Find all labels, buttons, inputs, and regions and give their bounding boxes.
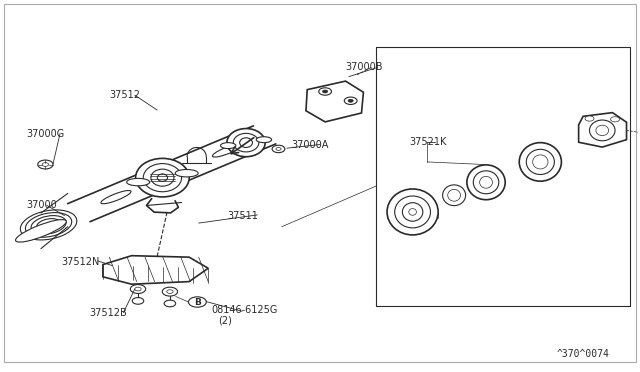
Text: B: B [194, 298, 201, 307]
Circle shape [163, 287, 177, 296]
Ellipse shape [395, 196, 431, 228]
Ellipse shape [443, 185, 466, 206]
Circle shape [188, 297, 206, 307]
Circle shape [135, 287, 141, 291]
Ellipse shape [143, 164, 182, 192]
Polygon shape [306, 81, 364, 122]
Ellipse shape [221, 142, 236, 148]
Ellipse shape [26, 213, 72, 237]
Ellipse shape [20, 210, 77, 240]
Polygon shape [103, 256, 208, 284]
Ellipse shape [596, 125, 609, 136]
Circle shape [348, 99, 353, 102]
Text: 37512N: 37512N [61, 257, 100, 267]
Ellipse shape [15, 219, 67, 242]
Circle shape [132, 298, 144, 304]
Ellipse shape [409, 209, 417, 215]
Ellipse shape [387, 189, 438, 235]
Ellipse shape [256, 137, 271, 142]
Polygon shape [579, 113, 627, 147]
Circle shape [611, 117, 620, 122]
Circle shape [344, 97, 357, 105]
Ellipse shape [473, 171, 499, 194]
Ellipse shape [532, 155, 548, 169]
Ellipse shape [175, 170, 198, 177]
Circle shape [276, 147, 281, 150]
Ellipse shape [519, 142, 561, 181]
Ellipse shape [36, 219, 60, 231]
Ellipse shape [526, 149, 554, 174]
Ellipse shape [467, 165, 505, 200]
Circle shape [131, 285, 146, 294]
Text: 37512: 37512 [109, 90, 140, 100]
Circle shape [38, 160, 53, 169]
Circle shape [323, 90, 328, 93]
Text: 37000A: 37000A [291, 140, 328, 150]
Ellipse shape [151, 169, 174, 186]
Ellipse shape [233, 134, 259, 152]
Ellipse shape [136, 158, 189, 197]
Ellipse shape [227, 129, 265, 157]
Ellipse shape [157, 174, 168, 182]
Ellipse shape [403, 203, 423, 221]
Circle shape [319, 88, 332, 95]
Text: 37000: 37000 [26, 199, 57, 209]
Ellipse shape [589, 120, 615, 141]
Circle shape [167, 290, 173, 294]
Text: 37512B: 37512B [89, 308, 127, 318]
Ellipse shape [448, 189, 461, 201]
Circle shape [272, 145, 285, 153]
Ellipse shape [127, 179, 150, 186]
Circle shape [585, 116, 594, 121]
Text: 37521K: 37521K [410, 137, 447, 147]
Circle shape [164, 300, 175, 307]
Ellipse shape [239, 138, 252, 147]
Text: 08146-6125G: 08146-6125G [211, 305, 278, 315]
Ellipse shape [479, 176, 492, 188]
Text: ^370^0074: ^370^0074 [556, 349, 609, 359]
Circle shape [42, 163, 49, 166]
Text: 37000B: 37000B [346, 62, 383, 73]
Ellipse shape [31, 216, 66, 234]
Text: 37000G: 37000G [26, 129, 65, 139]
Text: (2): (2) [218, 315, 232, 325]
Text: 37511: 37511 [227, 211, 259, 221]
